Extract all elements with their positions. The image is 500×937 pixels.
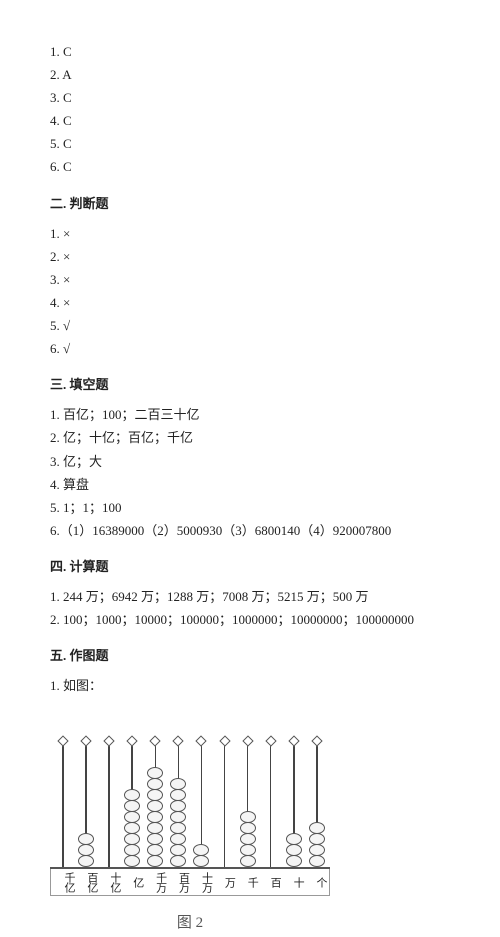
abacus-rod [260,737,282,867]
answer-item: 6. √ [50,338,450,360]
abacus-bead [170,855,186,867]
section2-answers: 1. ×2. ×3. ×4. ×5. √6. √ [50,223,450,361]
place-value-label: 千 [236,872,258,892]
abacus-bead [124,855,140,867]
answer-item: 1. 如图： [50,675,450,697]
abacus-rod [144,737,166,867]
place-value-label: 千亿 [53,872,75,892]
section2-title: 二. 判断题 [50,193,450,215]
answer-item: 5. 1；1；100 [50,497,450,519]
place-value-label: 个 [305,872,327,892]
answer-item: 1. 百亿；100；二百三十亿 [50,404,450,426]
place-value-label: 万 [213,872,235,892]
section4-title: 四. 计算题 [50,556,450,578]
section3-answers: 1. 百亿；100；二百三十亿2. 亿；十亿；百亿；千亿3. 亿；大4. 算盘5… [50,404,450,542]
answer-item: 3. 亿；大 [50,451,450,473]
answer-item: 6. C [50,156,450,178]
abacus-bead [240,855,256,867]
place-value-label: 亿 [122,872,144,892]
section4-answers: 1. 244 万；6942 万；1288 万；7008 万；5215 万；500… [50,586,450,631]
answer-item: 4. 算盘 [50,474,450,496]
answer-item: 1. C [50,41,450,63]
place-value-label: 十万 [190,872,212,892]
abacus-figure: 千亿百亿十亿亿千万百万十万万千百十个 图 2 [50,727,330,937]
answer-item: 2. A [50,64,450,86]
abacus-rods [50,727,330,869]
answer-item: 2. 100；1000；10000；100000；1000000；1000000… [50,609,450,631]
section3-title: 三. 填空题 [50,374,450,396]
place-value-label: 百 [259,872,281,892]
answer-item: 2. × [50,246,450,268]
abacus-rod [190,737,212,867]
abacus-rod [306,737,328,867]
answer-item: 4. C [50,110,450,132]
abacus-rod [121,737,143,867]
place-value-label: 百亿 [76,872,98,892]
place-value-label: 十 [282,872,304,892]
section1-answers: 1. C2. A3. C4. C5. C6. C [50,41,450,179]
answer-item: 6.（1）16389000（2）5000930（3）6800140（4）9200… [50,520,450,542]
abacus-bead [309,855,325,867]
abacus-labels: 千亿百亿十亿亿千万百万十万万千百十个 [50,869,330,896]
answer-item: 2. 亿；十亿；百亿；千亿 [50,427,450,449]
abacus-bead [147,855,163,867]
abacus-caption: 图 2 [50,911,330,937]
answer-item: 5. C [50,133,450,155]
place-value-label: 十亿 [99,872,121,892]
abacus-rod [214,737,236,867]
abacus-rod [52,737,74,867]
abacus-rod [75,737,97,867]
answer-item: 3. C [50,87,450,109]
abacus-rod [283,737,305,867]
answer-item: 4. × [50,292,450,314]
abacus-bead [78,855,94,867]
place-value-label: 千万 [145,872,167,892]
abacus-bead [193,855,209,867]
abacus-rod [237,737,259,867]
place-value-label: 百万 [168,872,190,892]
section5-title: 五. 作图题 [50,645,450,667]
answer-item: 1. 244 万；6942 万；1288 万；7008 万；5215 万；500… [50,586,450,608]
abacus-rod [167,737,189,867]
answer-item: 1. × [50,223,450,245]
answer-item: 5. √ [50,315,450,337]
section5-answers: 1. 如图： [50,675,450,697]
abacus-rod [98,737,120,867]
abacus-bead [286,855,302,867]
answer-item: 3. × [50,269,450,291]
